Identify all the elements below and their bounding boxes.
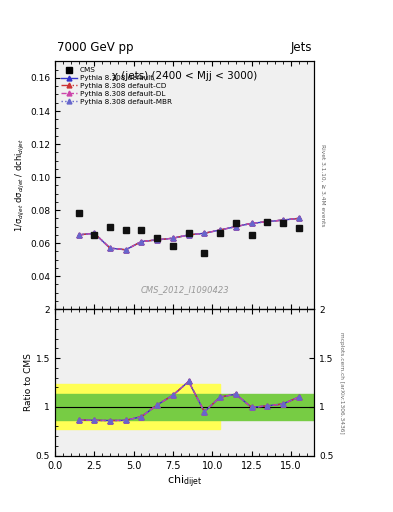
CMS bbox=[233, 220, 238, 226]
Line: CMS: CMS bbox=[75, 210, 302, 256]
Text: χ (jets) (2400 < Mjj < 3000): χ (jets) (2400 < Mjj < 3000) bbox=[112, 71, 257, 81]
Y-axis label: 1/σ$_{dijet}$ dσ$_{dijet}$ / dchi$_{dijet}$: 1/σ$_{dijet}$ dσ$_{dijet}$ / dchi$_{dije… bbox=[14, 138, 27, 232]
CMS bbox=[108, 224, 112, 230]
CMS bbox=[123, 227, 128, 233]
CMS bbox=[92, 232, 97, 238]
Text: Jets: Jets bbox=[291, 41, 312, 54]
CMS bbox=[202, 250, 207, 256]
CMS bbox=[296, 225, 301, 231]
CMS bbox=[139, 227, 144, 233]
Legend: CMS, Pythia 8.308 default, Pythia 8.308 default-CD, Pythia 8.308 default-DL, Pyt: CMS, Pythia 8.308 default, Pythia 8.308 … bbox=[58, 65, 174, 108]
Y-axis label: Ratio to CMS: Ratio to CMS bbox=[24, 353, 33, 412]
Text: CMS_2012_I1090423: CMS_2012_I1090423 bbox=[140, 285, 229, 294]
CMS bbox=[281, 220, 285, 226]
CMS bbox=[76, 210, 81, 217]
Y-axis label: mcplots.cern.ch [arXiv:1306.3436]: mcplots.cern.ch [arXiv:1306.3436] bbox=[339, 332, 344, 433]
Text: 7000 GeV pp: 7000 GeV pp bbox=[57, 41, 134, 54]
CMS bbox=[171, 243, 175, 249]
Y-axis label: Rivet 3.1.10, ≥ 3.4M events: Rivet 3.1.10, ≥ 3.4M events bbox=[320, 144, 325, 227]
CMS bbox=[155, 235, 160, 241]
CMS bbox=[249, 232, 254, 238]
X-axis label: chi$_\mathrm{dijet}$: chi$_\mathrm{dijet}$ bbox=[167, 473, 202, 489]
CMS bbox=[218, 230, 222, 237]
CMS bbox=[265, 219, 270, 225]
CMS bbox=[186, 230, 191, 237]
